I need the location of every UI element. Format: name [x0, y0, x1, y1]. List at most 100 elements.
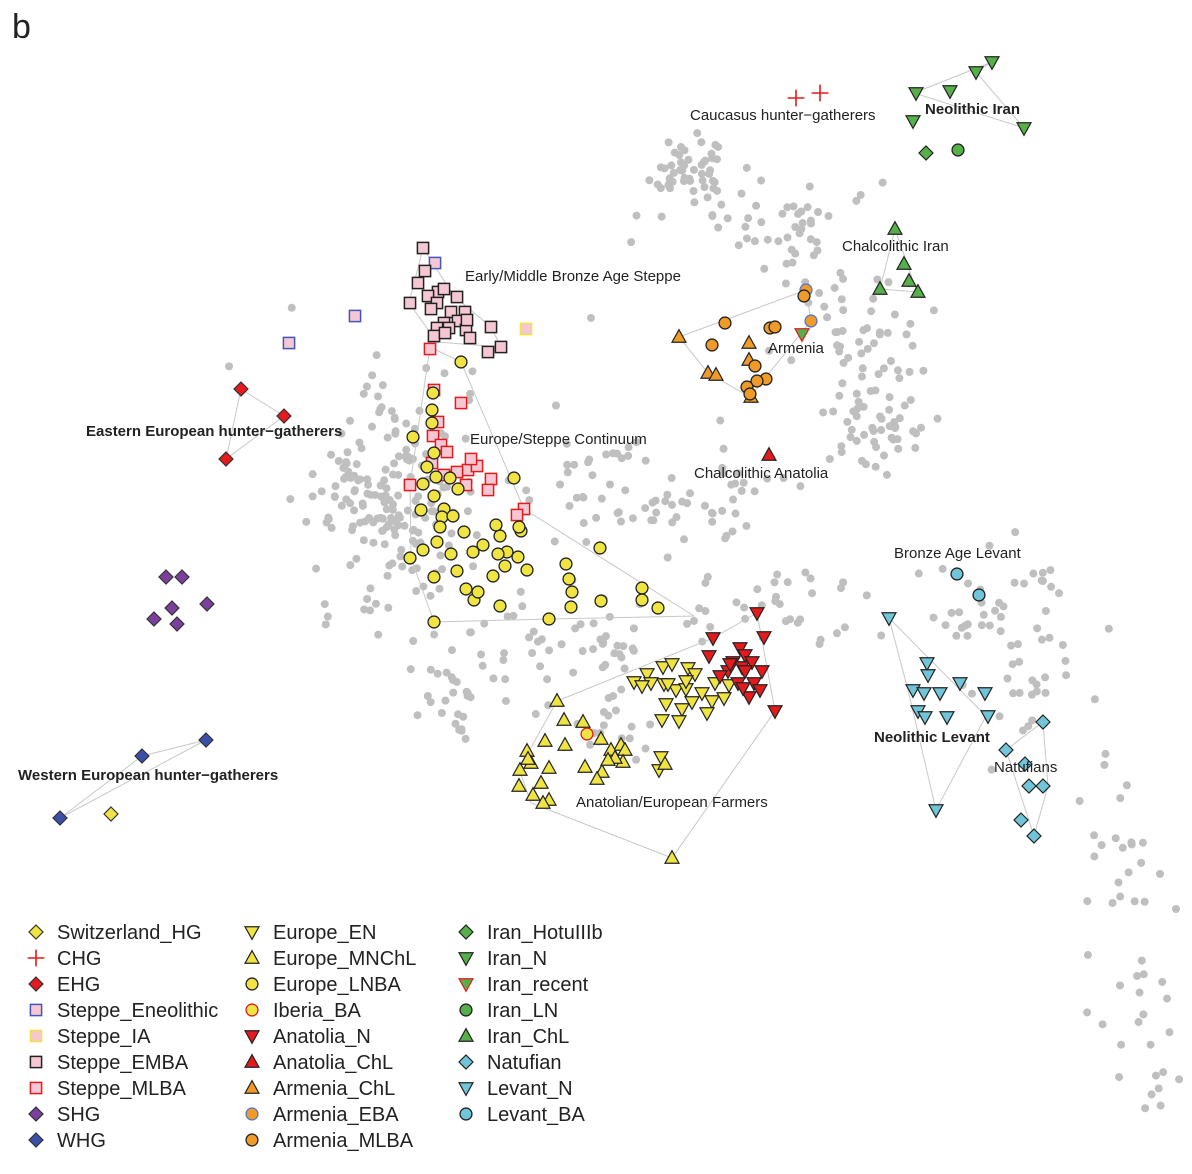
annotation-eastern-european-hunter-gatherers: Eastern European hunter−gatherers	[86, 423, 342, 440]
background-point	[412, 587, 421, 596]
background-point	[676, 166, 685, 175]
background-point	[466, 628, 475, 637]
point-steppe-mlba	[481, 483, 495, 497]
background-point	[757, 218, 766, 227]
background-point	[382, 522, 391, 531]
background-point	[412, 564, 421, 573]
group-hull	[518, 612, 776, 859]
background-point	[885, 405, 894, 414]
point-europe-lnba	[593, 541, 607, 555]
point-chg	[787, 89, 805, 107]
background-point	[1117, 1040, 1126, 1049]
legend-label-levant-n: Levant_N	[487, 1078, 573, 1100]
background-point	[890, 310, 899, 319]
point-levant-n	[938, 711, 956, 726]
background-point	[739, 478, 748, 487]
background-point	[701, 578, 710, 587]
background-point	[808, 589, 817, 598]
point-europe-mnchl	[663, 849, 681, 864]
point-iran-chl	[900, 272, 918, 287]
background-point	[909, 427, 918, 436]
background-point	[676, 143, 685, 152]
background-point	[875, 330, 884, 339]
point-europe-lnba	[471, 585, 485, 599]
background-point	[838, 326, 847, 335]
point-steppe-mlba	[403, 478, 417, 492]
background-point	[1163, 994, 1172, 1003]
background-point	[783, 203, 792, 212]
background-point	[852, 436, 861, 445]
background-point	[647, 516, 656, 525]
background-point	[689, 165, 698, 174]
background-point	[1108, 898, 1117, 907]
background-point	[1135, 988, 1144, 997]
background-point	[533, 637, 542, 646]
background-point	[1116, 794, 1125, 803]
background-point	[832, 629, 841, 638]
background-point	[929, 613, 938, 622]
background-point	[601, 660, 610, 669]
legend-marker-europe-lnba	[245, 977, 259, 991]
background-point	[863, 324, 872, 333]
background-point	[426, 665, 435, 674]
point-levant-ba	[950, 567, 964, 581]
background-point	[390, 413, 399, 422]
background-point	[651, 496, 660, 505]
point-steppe-emba	[421, 289, 435, 303]
background-point	[708, 212, 717, 221]
legend-label-iran-recent: Iran_recent	[487, 974, 589, 996]
point-anatolia-n	[748, 607, 766, 622]
point-europe-mnchl	[574, 713, 592, 728]
point-europe-mnchl	[616, 741, 634, 756]
point-levant-n	[951, 677, 969, 692]
point-armenia-chl	[740, 334, 758, 349]
background-point	[757, 176, 766, 185]
background-point	[563, 468, 572, 477]
background-point	[964, 579, 973, 588]
point-steppe-mlba	[440, 445, 454, 459]
point-europe-en	[693, 687, 711, 702]
background-point	[667, 474, 676, 483]
background-point	[787, 245, 796, 254]
point-europe-lnba	[489, 518, 503, 532]
background-point	[705, 169, 714, 178]
background-point	[1041, 673, 1050, 682]
background-point	[1029, 569, 1038, 578]
point-europe-en	[673, 703, 691, 718]
point-europe-lnba	[493, 529, 507, 543]
background-point	[806, 216, 815, 225]
background-point	[550, 537, 559, 546]
background-point	[714, 223, 723, 232]
background-point	[397, 545, 406, 554]
point-europe-lnba	[491, 547, 505, 561]
background-point	[883, 328, 892, 337]
point-steppe-emba	[444, 305, 458, 319]
background-point	[374, 392, 383, 401]
background-point	[816, 635, 825, 644]
legend-label-switzerland-hg: Switzerland_HG	[57, 922, 202, 944]
group-hull	[59, 739, 207, 819]
point-europe-lnba	[427, 570, 441, 584]
point-europe-lnba	[512, 520, 526, 534]
background-point	[863, 344, 872, 353]
background-point	[1139, 1010, 1148, 1019]
legend-label-levant-ba: Levant_BA	[487, 1104, 586, 1126]
background-point	[763, 474, 772, 483]
background-point	[771, 597, 780, 606]
background-point	[837, 295, 846, 304]
cluster-annotations: Caucasus hunter−gatherers Neolithic Iran C…	[18, 101, 1057, 811]
point-levant-n	[976, 687, 994, 702]
background-point	[938, 564, 947, 573]
point-steppe-emba	[484, 320, 498, 334]
background-point	[963, 620, 972, 629]
background-point	[880, 451, 889, 460]
point-natufian	[1017, 756, 1033, 772]
background-point	[708, 154, 717, 163]
background-point	[1083, 950, 1092, 959]
point-steppe-emba	[403, 296, 417, 310]
background-point	[737, 189, 746, 198]
background-point	[1061, 656, 1070, 665]
background-point	[350, 506, 359, 515]
background-point	[327, 523, 336, 532]
